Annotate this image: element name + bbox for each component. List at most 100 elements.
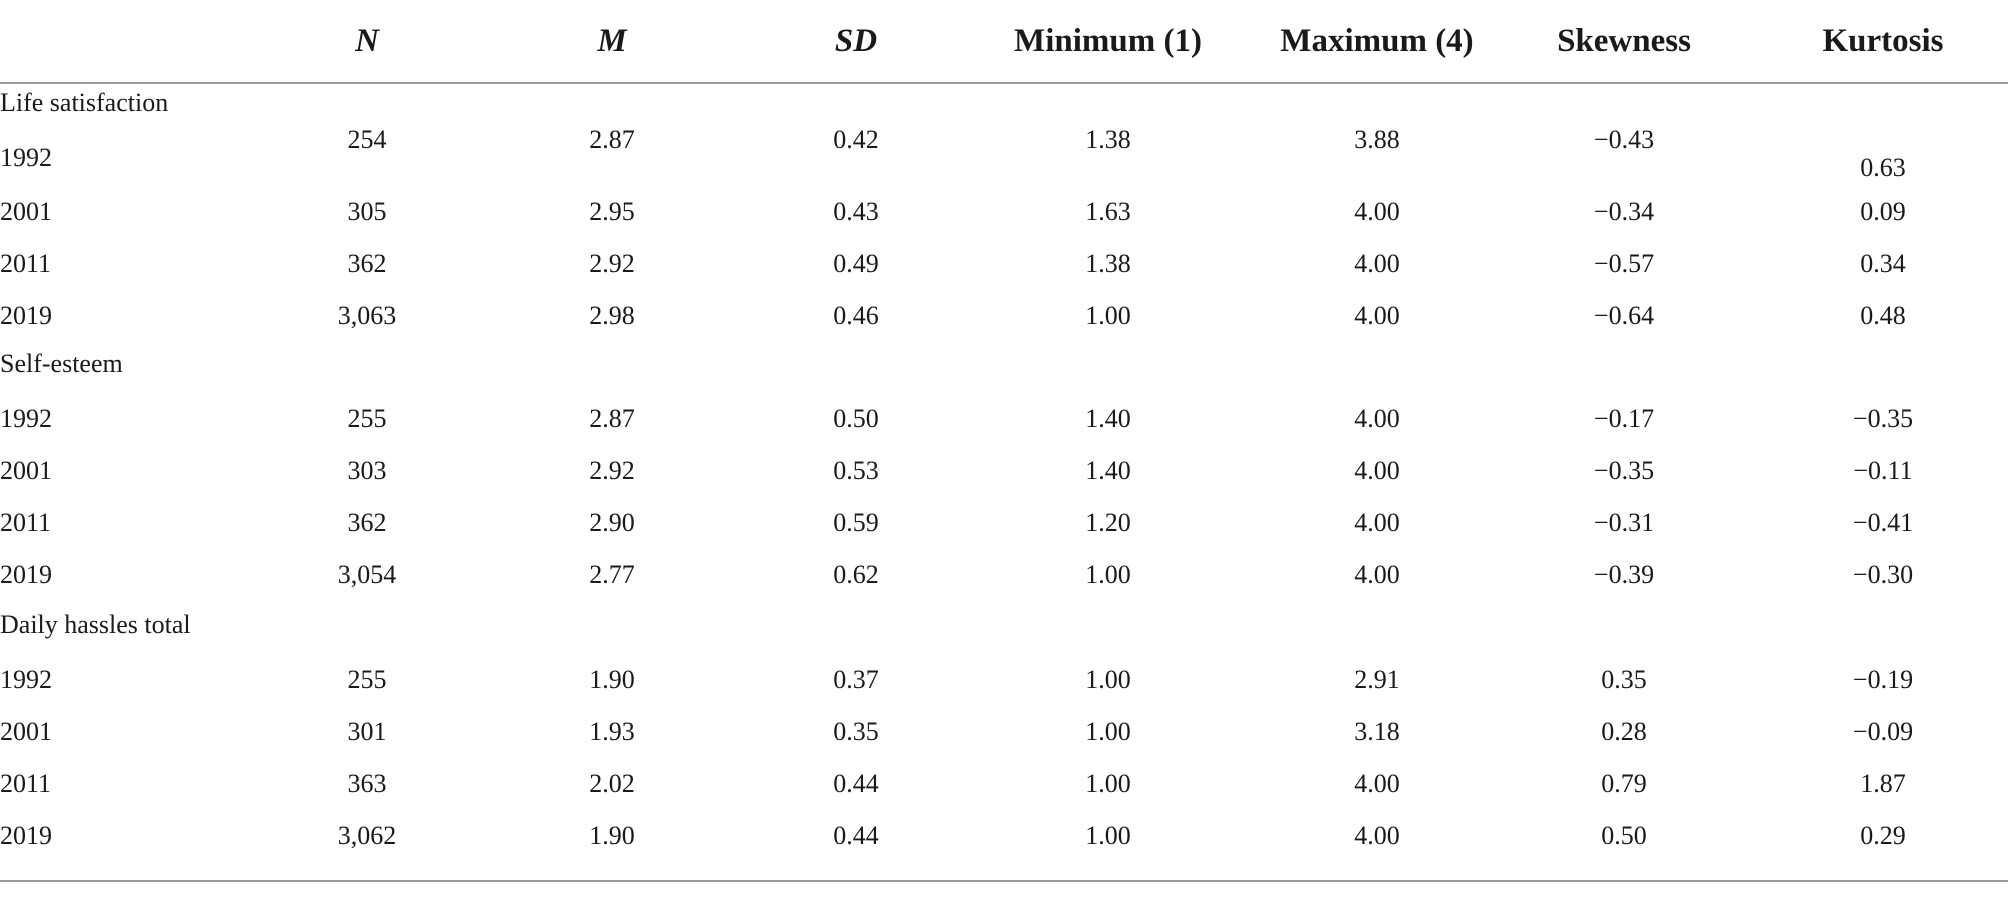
table-cell: 255 bbox=[347, 404, 387, 433]
table-cell: 2.92 bbox=[589, 249, 635, 278]
table-row: 2011 363 2.02 0.44 1.00 4.00 0.79 1.87 bbox=[0, 758, 2008, 810]
table-cell: 1.90 bbox=[589, 821, 635, 850]
table-cell: 301 bbox=[347, 717, 387, 746]
table-cell: −0.17 bbox=[1593, 404, 1655, 433]
table-cell: 1.90 bbox=[589, 665, 635, 694]
table-cell: 1.00 bbox=[1085, 717, 1131, 746]
table-cell: −0.41 bbox=[1852, 508, 1914, 537]
section-label-life-satisfaction: Life satisfaction bbox=[0, 88, 169, 117]
table-cell: 0.50 bbox=[1601, 821, 1647, 850]
table-cell: −0.39 bbox=[1593, 560, 1655, 589]
table-cell: 0.46 bbox=[833, 301, 879, 330]
table-cell: 2.87 bbox=[589, 404, 635, 433]
table-cell: 0.28 bbox=[1601, 717, 1647, 746]
table-cell: 2.90 bbox=[589, 508, 635, 537]
table-cell: 0.34 bbox=[1860, 249, 1906, 278]
table-cell: 0.09 bbox=[1860, 197, 1906, 226]
table-cell: 303 bbox=[347, 456, 387, 485]
table-cell: 362 bbox=[347, 249, 387, 278]
table-cell: −0.43 bbox=[1593, 125, 1655, 154]
table-cell: 3,063 bbox=[337, 301, 397, 330]
row-year: 2019 bbox=[0, 301, 52, 330]
row-year: 1992 bbox=[0, 404, 52, 433]
table-cell: 1.20 bbox=[1085, 508, 1131, 537]
table-row: 2019 3,063 2.98 0.46 1.00 4.00 −0.64 0.48 bbox=[0, 290, 2008, 342]
table-cell: −0.34 bbox=[1593, 197, 1655, 226]
header-maximum: Maximum (4) bbox=[1280, 23, 1474, 59]
table-row: 2011 362 2.90 0.59 1.20 4.00 −0.31 −0.41 bbox=[0, 497, 2008, 549]
table-cell: 1.93 bbox=[589, 717, 635, 746]
row-year: 2019 bbox=[0, 821, 52, 850]
table-cell: −0.35 bbox=[1593, 456, 1655, 485]
bottom-rule bbox=[0, 880, 2008, 882]
table-cell: 2.95 bbox=[589, 197, 635, 226]
table-cell: 1.00 bbox=[1085, 665, 1131, 694]
table-cell: −0.64 bbox=[1593, 301, 1655, 330]
table-row: 2019 3,054 2.77 0.62 1.00 4.00 −0.39 −0.30 bbox=[0, 549, 2008, 601]
header-minimum: Minimum (1) bbox=[1014, 23, 1202, 59]
table-cell: 4.00 bbox=[1354, 769, 1400, 798]
table-cell: 0.53 bbox=[833, 456, 879, 485]
table-cell: 1.40 bbox=[1085, 456, 1131, 485]
table-cell: 0.35 bbox=[833, 717, 879, 746]
table-cell: 3.88 bbox=[1354, 125, 1400, 154]
table-cell: 0.35 bbox=[1601, 665, 1647, 694]
table-cell: 2.98 bbox=[589, 301, 635, 330]
header-sd: SD bbox=[834, 23, 878, 59]
table-cell: 1.63 bbox=[1085, 197, 1131, 226]
section-label-daily-hassles-total: Daily hassles total bbox=[0, 610, 191, 639]
table-cell: 4.00 bbox=[1354, 404, 1400, 433]
header-rule bbox=[0, 82, 2008, 84]
table-cell: 1.87 bbox=[1860, 769, 1906, 798]
table-cell: 0.49 bbox=[833, 249, 879, 278]
table-cell: −0.11 bbox=[1853, 456, 1913, 485]
header-skewness: Skewness bbox=[1557, 23, 1691, 59]
table-cell: 4.00 bbox=[1354, 197, 1400, 226]
table-cell: 0.42 bbox=[833, 125, 879, 154]
row-year: 2001 bbox=[0, 197, 52, 226]
table-cell: 2.77 bbox=[589, 560, 635, 589]
table-row: 2011 362 2.92 0.49 1.38 4.00 −0.57 0.34 bbox=[0, 238, 2008, 290]
table-row: 1992 254 2.87 0.42 1.38 3.88 −0.43 0.63 bbox=[0, 125, 2008, 184]
table-cell: 3,054 bbox=[337, 560, 397, 589]
table-cell: −0.31 bbox=[1593, 508, 1655, 537]
row-year: 2001 bbox=[0, 456, 52, 485]
table-cell: 0.48 bbox=[1860, 301, 1906, 330]
table-cell: 4.00 bbox=[1354, 560, 1400, 589]
table-row: 2001 303 2.92 0.53 1.40 4.00 −0.35 −0.11 bbox=[0, 445, 2008, 497]
table-row: 2001 301 1.93 0.35 1.00 3.18 0.28 −0.09 bbox=[0, 706, 2008, 758]
section-label-self-esteem: Self-esteem bbox=[0, 349, 123, 378]
table-cell: 2.91 bbox=[1354, 665, 1400, 694]
table-cell: 4.00 bbox=[1354, 821, 1400, 850]
table-cell: 2.87 bbox=[589, 125, 635, 154]
table-cell: 4.00 bbox=[1354, 508, 1400, 537]
table-cell: 0.59 bbox=[833, 508, 879, 537]
table-cell: −0.57 bbox=[1593, 249, 1655, 278]
row-year: 2019 bbox=[0, 560, 52, 589]
table-cell: 2.92 bbox=[589, 456, 635, 485]
table-cell: 0.62 bbox=[833, 560, 879, 589]
table-cell: 305 bbox=[347, 197, 387, 226]
table-cell: 0.44 bbox=[833, 821, 879, 850]
table-cell: 2.02 bbox=[589, 769, 635, 798]
row-year: 1992 bbox=[0, 665, 52, 694]
table-cell: 4.00 bbox=[1354, 456, 1400, 485]
table-cell: 362 bbox=[347, 508, 387, 537]
table-cell: −0.19 bbox=[1852, 665, 1914, 694]
table-cell: 1.00 bbox=[1085, 301, 1131, 330]
table-cell: 0.63 bbox=[1860, 153, 1906, 182]
table-cell: 255 bbox=[347, 665, 387, 694]
table-cell: 1.40 bbox=[1085, 404, 1131, 433]
row-year: 2001 bbox=[0, 717, 52, 746]
header-m: M bbox=[597, 23, 627, 59]
table-cell: 1.00 bbox=[1085, 821, 1131, 850]
table-cell: 363 bbox=[347, 769, 387, 798]
row-year: 2011 bbox=[0, 508, 52, 537]
table-cell: 1.38 bbox=[1085, 249, 1131, 278]
table-cell: 4.00 bbox=[1354, 249, 1400, 278]
table-row: 1992 255 1.90 0.37 1.00 2.91 0.35 −0.19 bbox=[0, 654, 2008, 706]
table-cell: −0.30 bbox=[1852, 560, 1914, 589]
table-cell: 3,062 bbox=[337, 821, 397, 850]
table-cell: 0.44 bbox=[833, 769, 879, 798]
